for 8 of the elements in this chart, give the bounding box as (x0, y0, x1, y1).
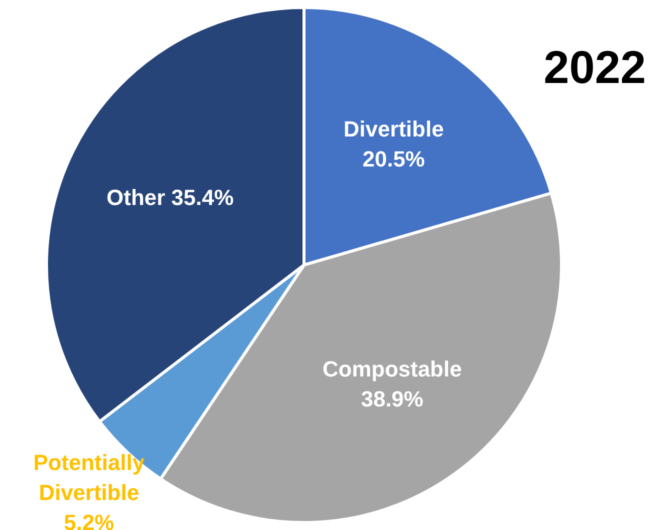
data-label: 20.5% (362, 146, 425, 172)
data-label: 38.9% (360, 386, 424, 412)
text: 2022 (544, 40, 646, 94)
slice-label: Divertible (344, 116, 444, 142)
slice-label: Potentially Divertible (33, 450, 146, 506)
slice-label: Compostable (322, 356, 462, 382)
slice-label: Other 35.4% (106, 184, 234, 210)
data-label: 5.2% (64, 510, 114, 530)
